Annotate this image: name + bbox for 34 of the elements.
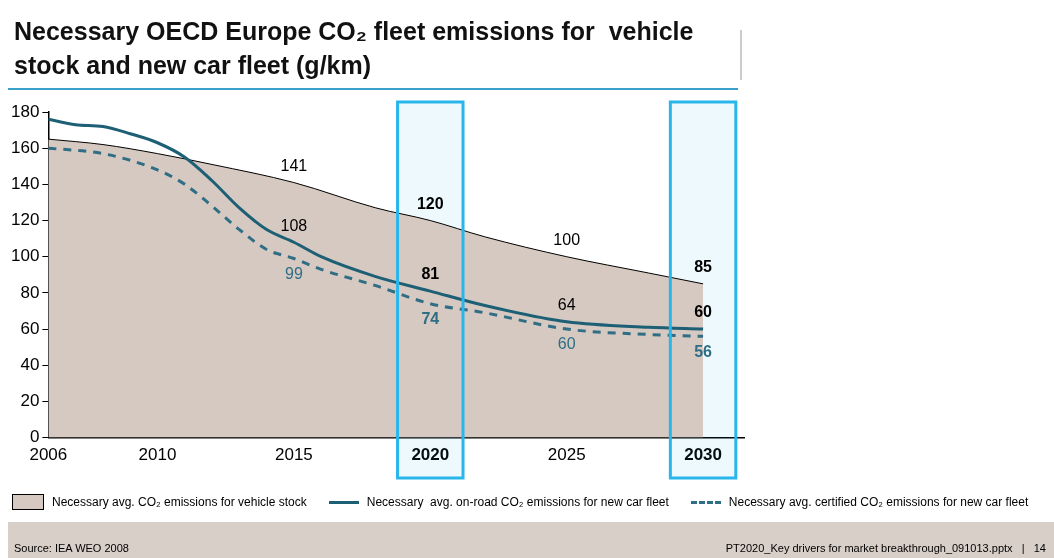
x-tick-label: 2010 [138, 445, 177, 465]
y-tick-label: 180 [10, 101, 40, 121]
x-tick-label: 2015 [274, 445, 313, 465]
text: PT2020_Key drivers for market breakthrough_091013.pptx | 14 [725, 542, 1046, 554]
data-label: 74 [421, 310, 440, 328]
data-label: 120 [416, 194, 444, 212]
data-label: 64 [557, 296, 576, 314]
y-tick-label: 20 [20, 391, 40, 411]
x-tick-label: 2006 [29, 445, 68, 465]
legend-label: Necessary avg. certified CO₂ emissions for new car fleet [728, 495, 1029, 509]
x-tick-label: 2020 [411, 445, 450, 465]
y-tick-label: 60 [20, 318, 40, 338]
x-tick-label: 2030 [684, 445, 722, 465]
chart-title: Necessary OECD Europe CO₂ fleet emissions for vehicle stock and new car fleet (g/km) [14, 16, 695, 81]
y-tick-label: 120 [10, 210, 40, 230]
x-tick-label: 2025 [547, 445, 586, 465]
data-label: 141 [280, 156, 308, 174]
data-label: 56 [694, 342, 713, 360]
data-label: 85 [694, 258, 713, 276]
data-label: 60 [557, 335, 576, 353]
source-note: Source: IEA WEO 2008 [14, 542, 129, 554]
data-label: 81 [421, 265, 440, 283]
data-label: 99 [284, 264, 303, 282]
y-tick-label: 80 [20, 282, 40, 302]
data-label: 108 [280, 216, 308, 234]
y-tick-label: 100 [10, 246, 40, 266]
y-tick-label: 0 [29, 427, 40, 447]
y-tick-label: 40 [20, 354, 40, 374]
legend-label: Necessary avg. on-road CO₂ emissions for new car fleet [366, 495, 669, 509]
y-tick-label: 160 [10, 137, 40, 157]
y-tick-label: 140 [10, 174, 40, 194]
data-label: 60 [694, 303, 713, 321]
data-label: 100 [553, 231, 581, 249]
legend-label: Necessary avg. CO₂ emissions for vehicle stock [52, 495, 307, 509]
